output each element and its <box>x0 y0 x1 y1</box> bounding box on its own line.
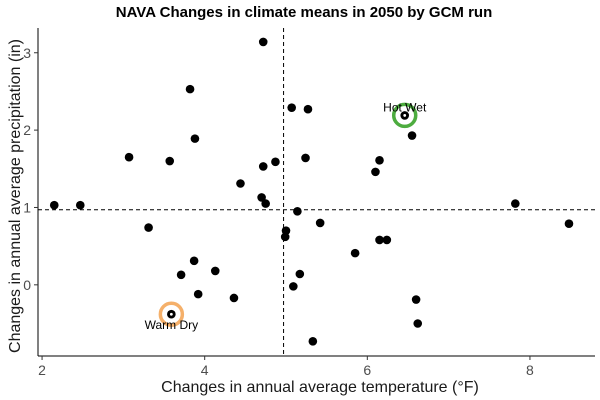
data-point <box>210 266 220 276</box>
data-point <box>308 337 318 346</box>
data-point <box>258 37 268 47</box>
x-tick-label: 2 <box>38 362 46 378</box>
y-tick-label: 1 <box>23 199 31 215</box>
data-point <box>301 153 310 163</box>
data-point <box>511 199 520 208</box>
x-tick-label: 8 <box>526 362 534 378</box>
highlight-rings <box>158 102 418 327</box>
data-point <box>258 162 268 171</box>
data-point <box>236 179 245 188</box>
data-point <box>295 269 305 279</box>
data-point <box>350 248 360 258</box>
data-point <box>271 157 280 167</box>
y-tick-label: 3 <box>23 45 31 61</box>
x-axis-label: Changes in annual average temperature (°… <box>161 379 479 396</box>
highlight-point-center <box>403 114 407 117</box>
data-point <box>49 200 59 210</box>
data-points <box>49 37 574 346</box>
axis-ticks: 2 4 6 8 0 1 2 3 <box>23 45 534 378</box>
y-axis-label: Changes in annual average precipitation … <box>7 39 24 353</box>
axes <box>37 28 595 357</box>
data-point <box>75 200 85 210</box>
x-tick-label: 6 <box>363 362 371 378</box>
x-tick-label: 4 <box>201 362 209 378</box>
highlight-point-center <box>169 312 173 316</box>
data-point <box>257 193 266 202</box>
data-point <box>407 131 417 140</box>
data-point <box>411 295 421 304</box>
data-point <box>280 232 290 242</box>
y-tick-label: 2 <box>23 122 31 138</box>
data-point <box>375 155 384 165</box>
annotation-label: Hot Wet <box>383 100 427 114</box>
data-point <box>176 270 186 280</box>
data-point <box>229 293 239 303</box>
highlight-ring <box>391 102 418 129</box>
data-point <box>289 282 298 291</box>
data-point <box>193 289 203 299</box>
annotation-label: Warm Dry <box>145 318 199 332</box>
data-point <box>144 223 153 232</box>
chart-title: NAVA Changes in climate means in 2050 by… <box>116 4 493 21</box>
data-point <box>261 199 270 208</box>
data-point <box>287 103 296 112</box>
data-point <box>185 84 195 94</box>
data-point <box>413 319 423 328</box>
data-point <box>375 235 384 245</box>
annotation-labels: Hot Wet Warm Dry <box>145 100 427 332</box>
data-point <box>382 235 392 245</box>
highlight-ring <box>158 301 185 327</box>
data-point <box>303 104 313 114</box>
reference-lines <box>38 28 595 356</box>
data-point <box>189 256 199 266</box>
y-tick-label: 0 <box>23 277 31 293</box>
data-point <box>564 219 574 229</box>
data-point <box>165 156 175 166</box>
data-point <box>315 218 325 228</box>
data-point <box>293 207 302 216</box>
data-point <box>124 152 134 162</box>
data-point <box>371 167 380 177</box>
data-point <box>190 134 200 143</box>
